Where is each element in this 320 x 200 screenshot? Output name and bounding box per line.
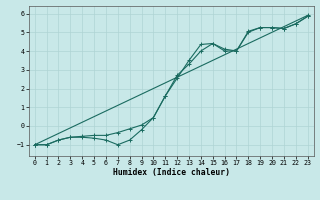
X-axis label: Humidex (Indice chaleur): Humidex (Indice chaleur) — [113, 168, 230, 177]
